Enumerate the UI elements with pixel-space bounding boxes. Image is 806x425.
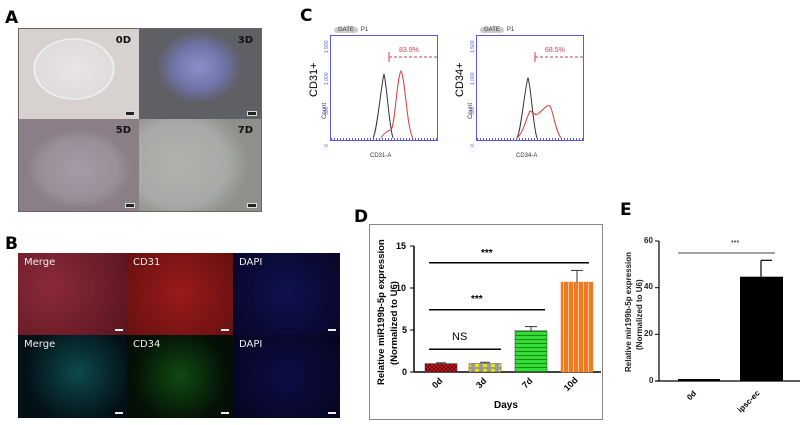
fluor-dapi-top: DAPI — [233, 253, 340, 335]
channel-label: Merge — [24, 257, 56, 268]
y-tick: 5 — [402, 325, 408, 335]
scale-bar — [328, 329, 336, 331]
y-tick: 500 — [470, 106, 476, 115]
scale-bar — [247, 203, 257, 208]
panel-b-fluorescence: Merge CD31 DAPI Merge CD34 DAPI — [18, 253, 340, 418]
flow-plot-area: 68.5% — [476, 35, 584, 141]
micrograph-7d: 7D — [139, 119, 261, 211]
day-label: 0D — [115, 35, 131, 46]
annotation-10d: *** — [481, 248, 493, 259]
chart-d-plot — [410, 245, 601, 373]
y-tick: 0 — [649, 376, 654, 385]
y-tick: 500 — [324, 106, 330, 115]
y-axis-title-line2: (Normalized to U6) — [635, 279, 644, 350]
y-axis-title-line2: (Normalized to U6) — [389, 281, 400, 365]
panel-label-d: D — [354, 207, 369, 227]
chart-e-plot — [655, 240, 800, 382]
fluor-dapi-bottom: DAPI — [233, 335, 340, 418]
day-label: 7D — [237, 125, 253, 136]
x-axis-title: Days — [494, 400, 518, 411]
y-tick: 60 — [644, 236, 653, 245]
fluor-merge-cd34: Merge — [18, 335, 127, 418]
scale-bar — [125, 203, 135, 208]
y-tick: 0 — [470, 144, 476, 147]
channel-label: CD31 — [133, 257, 161, 268]
fluor-cd34: CD34 — [127, 335, 233, 418]
annotation-ns: NS — [452, 331, 468, 343]
gate-percent: 68.5% — [545, 47, 565, 54]
chart-d-frame — [369, 224, 603, 420]
scale-bar — [221, 412, 229, 414]
histogram — [331, 52, 437, 140]
fluor-cd31: CD31 — [127, 253, 233, 335]
panel-label-b: B — [5, 234, 18, 254]
marker-label: CD34+ — [454, 62, 466, 97]
scale-bar — [115, 329, 123, 331]
bar-0d — [424, 363, 458, 373]
channel-label: DAPI — [239, 257, 263, 268]
scale-bar — [125, 111, 135, 116]
channel-label: DAPI — [239, 339, 263, 350]
scale-bar — [115, 412, 123, 414]
fluor-merge-cd31: Merge — [18, 253, 127, 335]
day-label: 3D — [237, 35, 253, 46]
gate-tag: GATE P1 — [334, 27, 368, 33]
y-tick: 10 — [396, 283, 407, 293]
marker-label: CD31+ — [308, 62, 320, 97]
histogram — [477, 52, 583, 140]
y-tick: 1,000 — [324, 72, 330, 85]
y-axis-title-line1: Relative miR199b-5p expression — [376, 239, 387, 385]
panel-label-e: E — [620, 200, 632, 220]
flow-plot-area: 83.9% — [330, 35, 438, 141]
y-tick: 0 — [324, 144, 330, 147]
channel-label: Merge — [24, 339, 56, 350]
y-tick: 1,500 — [470, 40, 476, 53]
panel-label-c: C — [300, 6, 313, 26]
panel-a-micrographs: 0D 3D 5D 7D — [18, 28, 262, 212]
x-axis-label: CD34-A — [516, 153, 538, 159]
micrograph-0d: 0D — [19, 29, 139, 119]
y-tick: 1,000 — [470, 72, 476, 85]
flow-plot-cd34: GATE P1 CD34+ Count 68.5% 0 500 1,000 1,5… — [446, 25, 591, 160]
micrograph-5d: 5D — [19, 119, 139, 211]
bar-10d — [560, 281, 594, 373]
y-tick: 40 — [644, 282, 653, 291]
micrograph-3d: 3D — [139, 29, 261, 119]
x-axis-label: CD31-A — [370, 153, 392, 159]
bar-3d — [468, 363, 502, 373]
bar-7d — [514, 330, 548, 373]
gate-percent: 83.9% — [399, 47, 419, 54]
y-tick: 1,500 — [324, 40, 330, 53]
scale-bar — [328, 412, 336, 414]
bar-0d — [678, 379, 720, 381]
panel-label-a: A — [5, 8, 19, 28]
y-tick: 0 — [402, 367, 408, 377]
day-label: 5D — [115, 125, 131, 136]
y-tick: 15 — [396, 241, 407, 251]
bar-ipsc-ec — [740, 276, 783, 381]
y-tick: 20 — [644, 329, 653, 338]
flow-plot-cd31: GATE P1 CD31+ Count 83.9% 0 500 1,000 1,5… — [300, 25, 445, 160]
channel-label: CD34 — [133, 339, 161, 350]
y-axis-title-line1: Relative mir199b-5p expression — [624, 251, 633, 372]
gate-tag: GATE P1 — [480, 27, 514, 33]
scale-bar — [221, 329, 229, 331]
annotation-sig: *** — [731, 240, 740, 247]
scale-bar — [247, 111, 257, 116]
annotation-7d: *** — [471, 294, 483, 305]
